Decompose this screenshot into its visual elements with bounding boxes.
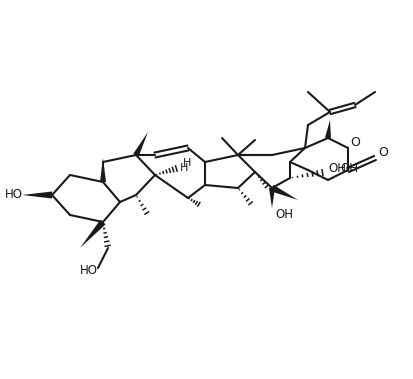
Polygon shape: [325, 120, 331, 138]
Text: OH: OH: [340, 161, 358, 174]
Text: O: O: [378, 147, 388, 160]
Text: HO: HO: [5, 188, 23, 202]
Text: OH: OH: [328, 161, 346, 174]
Text: HO: HO: [80, 263, 98, 277]
Text: OH: OH: [275, 208, 293, 221]
Text: H: H: [183, 158, 191, 168]
Polygon shape: [271, 185, 298, 200]
Text: H: H: [180, 163, 188, 173]
Polygon shape: [133, 132, 148, 157]
Polygon shape: [80, 220, 106, 248]
Polygon shape: [22, 191, 52, 199]
Polygon shape: [269, 188, 275, 208]
Text: O: O: [350, 136, 360, 149]
Polygon shape: [100, 158, 106, 182]
